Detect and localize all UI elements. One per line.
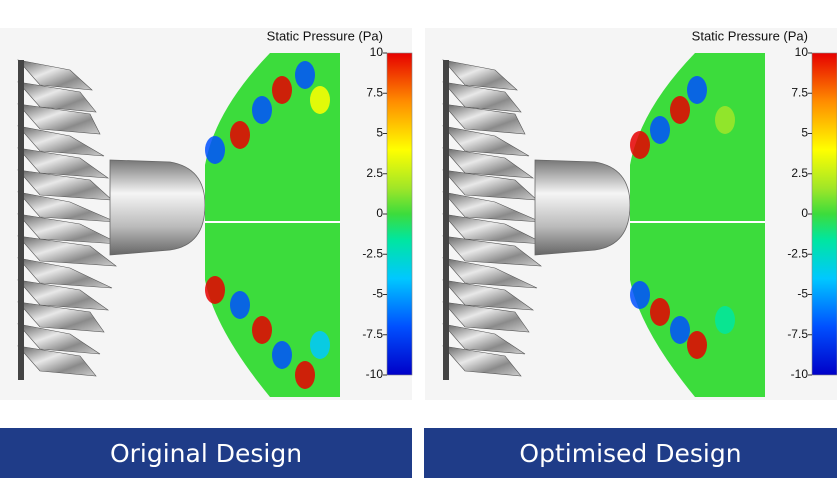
pressure-blob: [295, 61, 315, 89]
colorbar-tick-label: -5: [372, 287, 383, 301]
blade: [17, 103, 101, 135]
pressure-blob: [310, 86, 330, 114]
blade: [17, 257, 113, 289]
blade: [442, 257, 538, 289]
colorbar: [386, 52, 413, 376]
blade: [17, 235, 117, 267]
blade: [442, 81, 522, 113]
colorbar-tick-label: 2.5: [366, 166, 383, 180]
blade: [17, 59, 93, 91]
pressure-blob: [650, 298, 670, 326]
pressure-blob: [272, 76, 292, 104]
pressure-blob: [687, 76, 707, 104]
colorbar-tick-label: 7.5: [366, 85, 383, 99]
pressure-blob: [272, 341, 292, 369]
hub: [443, 60, 449, 380]
blade: [442, 301, 530, 333]
blade: [17, 345, 97, 377]
hub: [18, 60, 24, 380]
colorbar-tick-label: 10: [370, 45, 384, 59]
colorbar-tick-label: -10: [791, 367, 809, 381]
blade: [17, 323, 101, 355]
pressure-blob: [630, 281, 650, 309]
colorbar-tick-label: -2.5: [787, 246, 808, 260]
caption: Original Design: [0, 428, 412, 478]
colorbar-tick-label: 0: [376, 206, 383, 220]
pressure-blob: [650, 116, 670, 144]
colorbar: [811, 52, 837, 376]
panel: Static Pressure (Pa) 10 7.5 5 2.5 0 -2.5 -5 -7.5…: [0, 28, 413, 400]
caption: Optimised Design: [424, 428, 837, 478]
blade: [442, 235, 542, 267]
panel: Static Pressure (Pa) 10 7.5 5 2.5 0 -2.5 -5 -7.5…: [425, 28, 837, 400]
pressure-blob: [230, 121, 250, 149]
colorbar-tick-label: -7.5: [362, 327, 383, 341]
nose: [109, 159, 206, 256]
blade: [442, 125, 530, 157]
colorbar-title: Static Pressure (Pa): [692, 28, 808, 43]
nose: [534, 159, 631, 256]
pressure-blob: [252, 316, 272, 344]
blade: [442, 323, 526, 355]
pressure-blob: [687, 331, 707, 359]
pressure-blob: [715, 306, 735, 334]
pressure-blob: [670, 316, 690, 344]
pressure-blob: [670, 96, 690, 124]
pressure-blob: [310, 331, 330, 359]
pressure-blob: [230, 291, 250, 319]
colorbar-tick-label: 5: [376, 126, 383, 140]
pressure-blob: [715, 106, 735, 134]
blade: [442, 59, 518, 91]
blade: [442, 279, 535, 311]
blade: [17, 279, 110, 311]
colorbar-tick-label: -10: [366, 367, 384, 381]
pressure-blob: [630, 131, 650, 159]
blade: [17, 147, 110, 179]
colorbar-tick-label: 7.5: [791, 85, 808, 99]
pressure-blob: [205, 276, 225, 304]
figure-graphics: Static Pressure (Pa) 10 7.5 5 2.5 0 -2.5 -5 -7.5…: [0, 28, 837, 400]
blade: [17, 301, 105, 333]
blade: [442, 345, 522, 377]
colorbar-tick-label: -7.5: [787, 327, 808, 341]
blade: [17, 81, 97, 113]
blade: [442, 147, 535, 179]
blade: [442, 103, 526, 135]
colorbar-title: Static Pressure (Pa): [267, 28, 383, 43]
pressure-blob: [252, 96, 272, 124]
colorbar-tick-label: -5: [797, 287, 808, 301]
colorbar-tick-label: 5: [801, 126, 808, 140]
colorbar-tick-label: 2.5: [791, 166, 808, 180]
pressure-blob: [295, 361, 315, 389]
colorbar-tick-label: 10: [795, 45, 809, 59]
colorbar-tick-label: 0: [801, 206, 808, 220]
pressure-blob: [205, 136, 225, 164]
blade: [17, 125, 105, 157]
colorbar-tick-label: -2.5: [362, 246, 383, 260]
